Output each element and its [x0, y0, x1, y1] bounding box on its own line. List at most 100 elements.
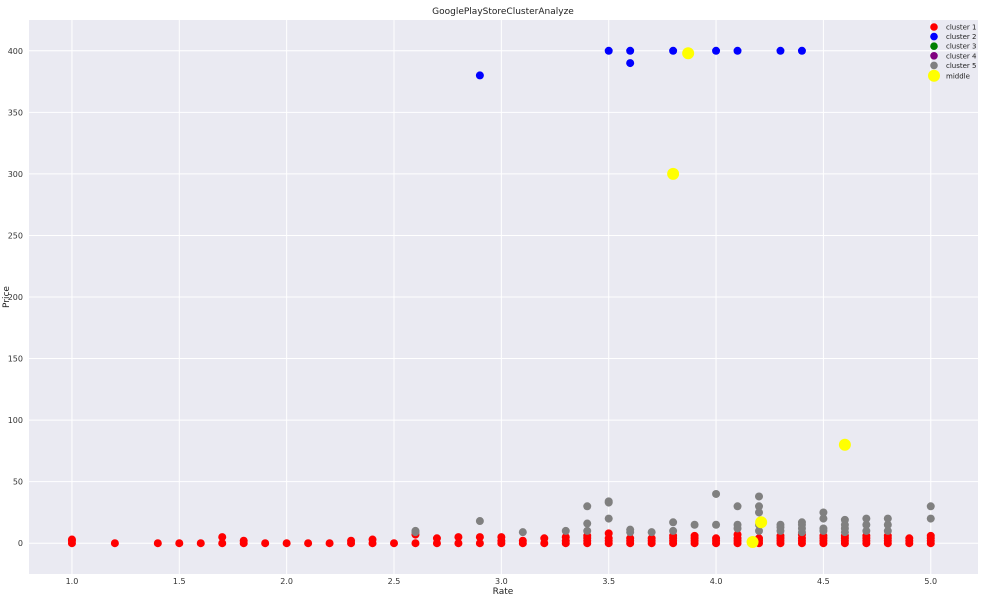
legend-marker	[930, 61, 938, 70]
cluster-1-point	[690, 531, 699, 540]
cluster-2-point	[626, 59, 635, 68]
cluster-1-point	[390, 539, 398, 548]
cluster-1-point	[347, 536, 356, 545]
x-tick-label: 4.5	[817, 577, 830, 586]
legend-marker	[928, 69, 940, 82]
cluster-5-point	[583, 502, 592, 511]
cluster-5-point	[883, 520, 892, 529]
cluster-1-point	[261, 539, 270, 548]
cluster-5-point	[583, 526, 592, 535]
cluster-1-point	[540, 534, 549, 543]
middle-point	[746, 535, 759, 548]
middle-point	[682, 47, 695, 60]
x-axis-ticks: 1.0 1.5 2.0 2.5 3.0 3.5 4.0 4.5 5.0	[66, 577, 938, 586]
cluster-1-point	[454, 539, 463, 548]
cluster-2-point	[776, 46, 785, 55]
legend-marker	[930, 42, 938, 50]
cluster-5-point	[712, 520, 721, 529]
cluster-1-point	[905, 534, 914, 543]
cluster-1-point	[432, 534, 441, 543]
legend-label: middle	[946, 72, 970, 80]
cluster-5-point	[690, 520, 699, 529]
y-tick-label: 400	[8, 47, 23, 56]
cluster-5-point	[604, 514, 613, 523]
cluster-5-point	[819, 508, 828, 517]
plot-area	[29, 20, 978, 574]
y-tick-label: 100	[8, 416, 23, 425]
legend-marker	[930, 52, 938, 60]
x-tick-label: 3.0	[495, 577, 508, 586]
chart-title: GooglePlayStoreClusterAnalyze	[432, 7, 574, 17]
y-tick-label: 350	[8, 108, 23, 117]
cluster-2-point	[733, 46, 742, 55]
cluster-5-point	[862, 520, 871, 529]
cluster-2-point	[626, 46, 635, 55]
middle-point	[667, 167, 680, 180]
cluster-1-point	[304, 539, 313, 548]
cluster-5-point	[583, 519, 592, 528]
cluster-5-point	[776, 520, 785, 529]
cluster-2-point	[797, 46, 806, 55]
cluster-5-point	[883, 526, 892, 535]
cluster-5-point	[926, 502, 935, 511]
x-tick-label: 4.0	[710, 577, 723, 586]
cluster-5-point	[755, 508, 763, 517]
cluster-1-point	[239, 536, 248, 545]
cluster-5-point	[475, 517, 484, 526]
cluster-1-point	[712, 534, 721, 543]
cluster-5-point	[755, 526, 763, 535]
data-markers	[67, 46, 935, 548]
legend-label: cluster 5	[946, 62, 977, 70]
cluster-5-point	[840, 515, 849, 524]
cluster-5-point	[819, 524, 828, 533]
cluster-1-point	[647, 534, 656, 543]
cluster-1-point	[604, 529, 613, 538]
x-axis-label: Rate	[493, 587, 514, 597]
y-axis-ticks: 0 50 100 150 200 250 300 350 400	[8, 47, 23, 548]
cluster-1-point	[733, 530, 742, 539]
legend-marker	[930, 23, 938, 31]
y-tick-label: 150	[8, 355, 23, 364]
cluster-1-point	[175, 539, 184, 548]
cluster-5-point	[862, 514, 871, 523]
cluster-1-point	[110, 539, 119, 548]
x-tick-label: 1.5	[173, 577, 186, 586]
middle-point	[755, 516, 768, 529]
cluster-5-point	[862, 526, 871, 535]
y-axis-label: Price	[2, 286, 12, 308]
x-tick-label: 3.5	[602, 577, 615, 586]
cluster-1-point	[196, 539, 205, 548]
legend-label: cluster 4	[946, 52, 977, 60]
cluster-5-point	[411, 526, 420, 535]
y-tick-label: 300	[8, 170, 23, 179]
cluster-1-point	[325, 539, 334, 548]
middle-point	[838, 438, 851, 451]
x-tick-label: 2.5	[388, 577, 401, 586]
cluster-2-point	[712, 46, 721, 55]
cluster-5-point	[561, 526, 570, 535]
cluster-2-point	[604, 46, 613, 55]
cluster-5-point	[755, 502, 763, 511]
cluster-5-point	[669, 518, 678, 527]
cluster-5-point	[819, 514, 828, 523]
cluster-1-point	[454, 533, 463, 542]
x-tick-label: 5.0	[924, 577, 937, 586]
cluster-1-point	[475, 533, 484, 542]
cluster-1-point	[926, 531, 935, 540]
legend-label: cluster 3	[946, 43, 977, 51]
y-tick-label: 200	[8, 293, 23, 302]
cluster-5-point	[647, 528, 656, 537]
cluster-1-point	[561, 533, 570, 542]
y-tick-label: 0	[18, 539, 23, 548]
cluster-1-point	[282, 539, 291, 548]
cluster-5-point	[626, 525, 635, 534]
cluster-1-point	[218, 533, 227, 542]
x-tick-label: 2.0	[280, 577, 293, 586]
cluster-5-point	[926, 514, 935, 523]
cluster-1-point	[497, 533, 506, 542]
cluster-1-point	[475, 539, 484, 548]
cluster-1-point	[411, 539, 420, 548]
x-tick-label: 1.0	[66, 577, 79, 586]
